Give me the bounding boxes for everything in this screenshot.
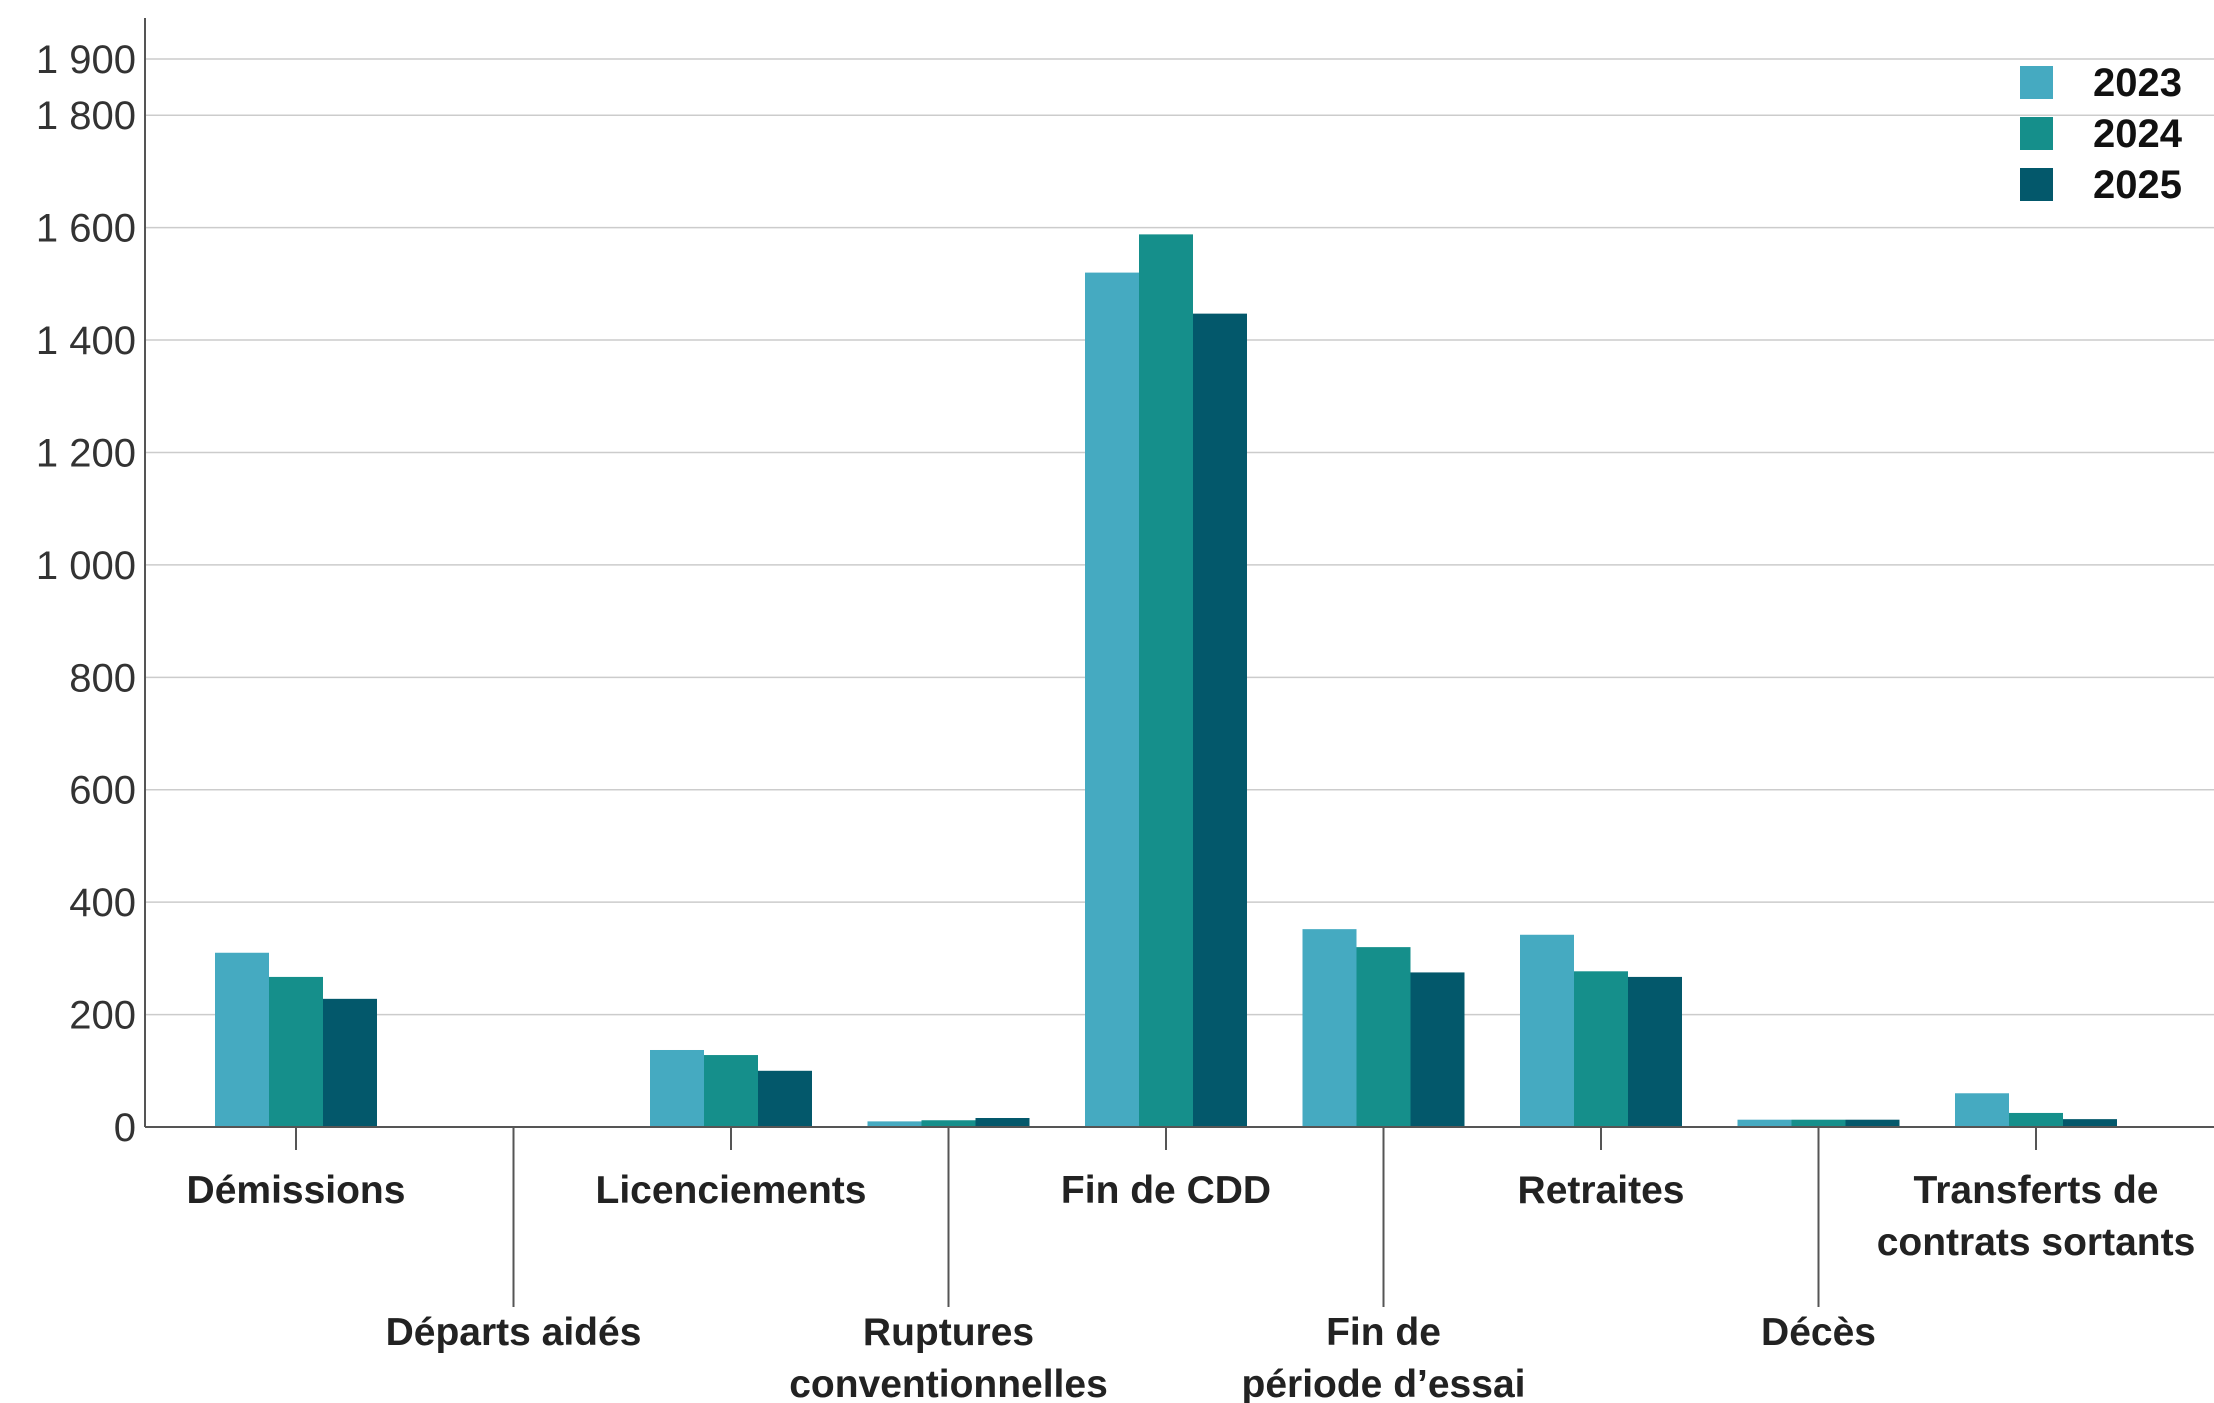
y-tick-label: 1 400 xyxy=(36,319,136,363)
x-category-label: contrats sortants xyxy=(1877,1221,2196,1264)
x-category-label: conventionnelles xyxy=(789,1363,1108,1403)
x-category-label: Fin de xyxy=(1326,1311,1441,1354)
bar-2023 xyxy=(650,1049,704,1127)
bar-2024 xyxy=(1791,1119,1846,1127)
bar-2023 xyxy=(1520,934,1574,1127)
bar-2025 xyxy=(1628,976,1682,1127)
bar-2023 xyxy=(1955,1093,2009,1127)
y-tick-label: 400 xyxy=(69,881,136,925)
x-category-label: Ruptures xyxy=(863,1311,1034,1354)
bar-2023 xyxy=(1085,272,1139,1128)
bar-2024 xyxy=(1574,971,1628,1127)
x-category-label: Décès xyxy=(1761,1311,1876,1354)
y-tick-label: 1 900 xyxy=(36,38,136,82)
y-tick-label: 0 xyxy=(114,1106,136,1150)
bar-2023 xyxy=(1737,1119,1792,1127)
bar-2023 xyxy=(215,952,269,1127)
bar-2025 xyxy=(1193,313,1247,1128)
legend-label-2024: 2024 xyxy=(2093,112,2183,156)
bar-2024 xyxy=(1139,234,1193,1128)
y-tick-label: 1 800 xyxy=(36,94,136,138)
bar-2024 xyxy=(1356,947,1411,1127)
x-category-label: Retraites xyxy=(1518,1169,1685,1212)
x-category-label: Transferts de xyxy=(1914,1169,2159,1212)
x-category-label: période d’essai xyxy=(1242,1363,1526,1403)
y-tick-label: 1 000 xyxy=(36,544,136,588)
y-tick-label: 1 200 xyxy=(36,431,136,475)
legend-swatch-2025 xyxy=(2020,168,2053,201)
bar-2024 xyxy=(2009,1112,2063,1127)
bar-2025 xyxy=(1410,972,1465,1127)
legend-swatch-2023 xyxy=(2020,66,2053,99)
bar-2024 xyxy=(921,1120,976,1127)
x-category-label: Départs aidés xyxy=(386,1311,642,1354)
legend-label-2025: 2025 xyxy=(2093,163,2182,207)
axes xyxy=(144,18,2214,1307)
bar-2025 xyxy=(2063,1119,2117,1127)
bar-2025 xyxy=(758,1070,812,1127)
y-tick-label: 600 xyxy=(69,769,136,813)
x-category-label: Fin de CDD xyxy=(1061,1169,1271,1212)
bars xyxy=(215,234,2117,1128)
y-tick-label: 1 600 xyxy=(36,207,136,251)
bar-2023 xyxy=(1302,929,1357,1127)
y-tick-label: 800 xyxy=(69,656,136,700)
bar-2025 xyxy=(323,998,377,1127)
legend: 2023 2024 2025 xyxy=(2020,61,2183,207)
bar-2023 xyxy=(867,1121,922,1127)
bar-2025 xyxy=(975,1118,1030,1127)
x-category-label: Licenciements xyxy=(596,1169,867,1212)
bar-2024 xyxy=(269,976,323,1127)
x-axis-labels: Démissions Départs aidés Licenciements Rupt… xyxy=(187,1169,2196,1403)
x-category-label: Démissions xyxy=(187,1169,406,1212)
y-axis-ticks: 0 200 400 600 800 1 000 1 200 1 400 1 600 1 800 1 … xyxy=(36,38,136,1150)
y-tick-label: 200 xyxy=(69,994,136,1038)
legend-swatch-2024 xyxy=(2020,117,2053,150)
bar-2024 xyxy=(704,1055,758,1127)
bar-2025 xyxy=(1845,1119,1900,1127)
legend-label-2023: 2023 xyxy=(2093,61,2182,105)
